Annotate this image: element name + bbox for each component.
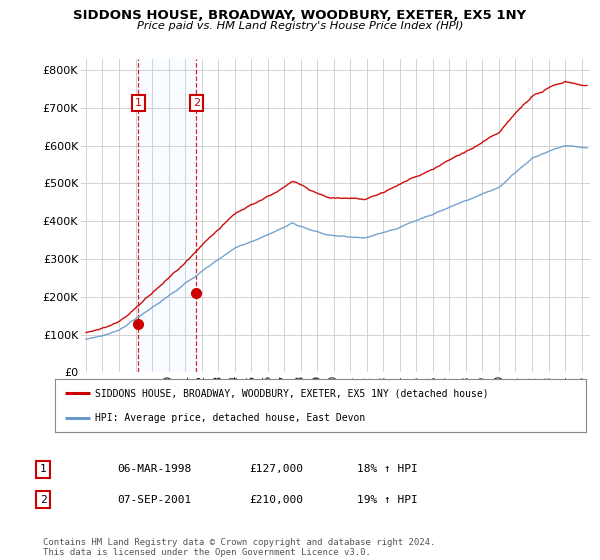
- Text: £210,000: £210,000: [249, 494, 303, 505]
- Text: 07-SEP-2001: 07-SEP-2001: [117, 494, 191, 505]
- Text: 18% ↑ HPI: 18% ↑ HPI: [357, 464, 418, 474]
- Text: SIDDONS HOUSE, BROADWAY, WOODBURY, EXETER, EX5 1NY: SIDDONS HOUSE, BROADWAY, WOODBURY, EXETE…: [73, 9, 527, 22]
- Text: Contains HM Land Registry data © Crown copyright and database right 2024.
This d: Contains HM Land Registry data © Crown c…: [43, 538, 436, 557]
- Text: 06-MAR-1998: 06-MAR-1998: [117, 464, 191, 474]
- Text: Price paid vs. HM Land Registry's House Price Index (HPI): Price paid vs. HM Land Registry's House …: [137, 21, 463, 31]
- Text: 1: 1: [135, 97, 142, 108]
- Text: HPI: Average price, detached house, East Devon: HPI: Average price, detached house, East…: [95, 413, 365, 423]
- Text: 2: 2: [40, 494, 47, 505]
- Text: 19% ↑ HPI: 19% ↑ HPI: [357, 494, 418, 505]
- Bar: [139, 59, 196, 372]
- Text: SIDDONS HOUSE, BROADWAY, WOODBURY, EXETER, EX5 1NY (detached house): SIDDONS HOUSE, BROADWAY, WOODBURY, EXETE…: [95, 389, 488, 399]
- Text: 1: 1: [40, 464, 47, 474]
- Text: 2: 2: [193, 97, 200, 108]
- Text: £127,000: £127,000: [249, 464, 303, 474]
